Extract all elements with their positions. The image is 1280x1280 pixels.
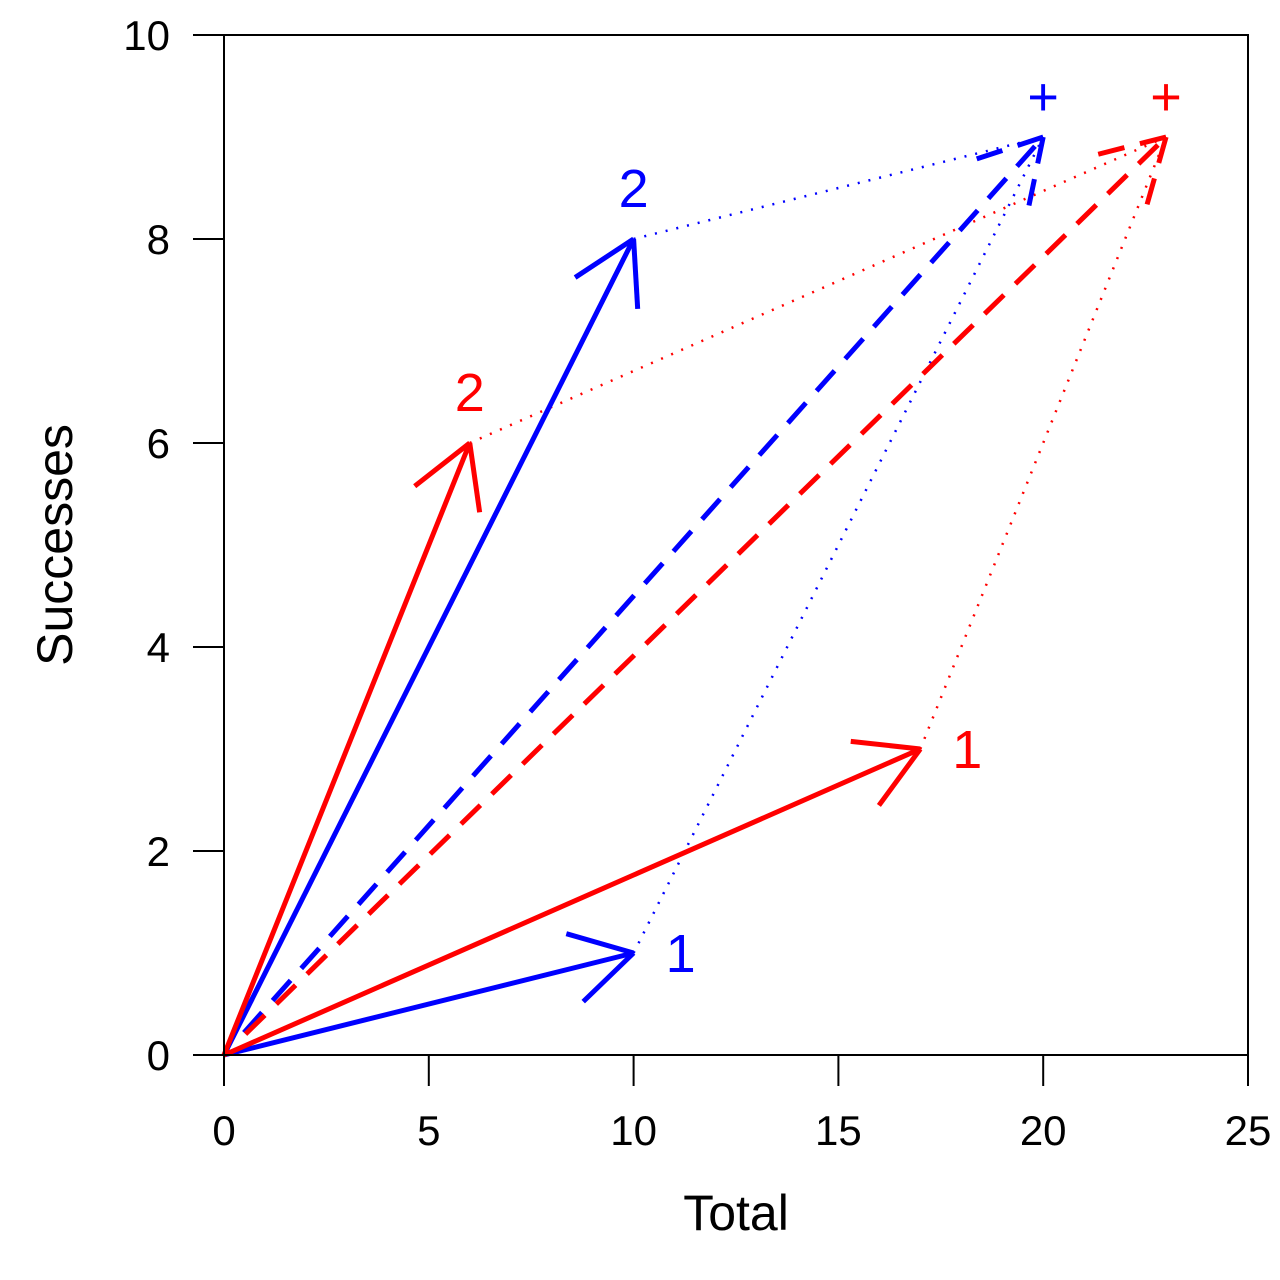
y-tick-label: 0 [147, 1032, 170, 1079]
red-vector-1-arrowhead [850, 738, 921, 752]
blue-dotted-connector [633, 135, 1044, 241]
red-vector-2 [221, 442, 473, 1056]
blue-vector-1-label: 1 [666, 924, 696, 984]
y-axis-label: Successes [27, 424, 83, 666]
x-axis: 0 5 10 15 20 25 [212, 1054, 1272, 1154]
x-tick-label: 20 [1020, 1107, 1067, 1154]
blue-dotted-connector [632, 136, 1045, 954]
blue-vector-2-label: 2 [619, 159, 649, 219]
blue-sum-vector-label: + [1027, 67, 1059, 127]
blue-vector-2 [221, 237, 636, 1057]
y-tick-label: 6 [147, 420, 170, 467]
blue-vector-1 [223, 950, 635, 1058]
blue-vector-1-arrowhead [581, 951, 636, 1004]
x-tick-label: 5 [417, 1107, 440, 1154]
blue-vector-2-arrowhead [573, 236, 635, 280]
blue-vector-1-arrowhead [565, 931, 635, 956]
dashed-sum-vector-layer [242, 134, 1169, 1036]
x-tick-label: 10 [610, 1107, 657, 1154]
red-sum-vector [243, 135, 1168, 1036]
blue-sum-vector-arrowhead [1026, 136, 1046, 207]
solid-vector-layer [221, 236, 923, 1058]
y-tick-label: 8 [147, 216, 170, 263]
y-axis: 0 2 4 6 8 10 [123, 12, 225, 1079]
red-vector-1 [222, 746, 922, 1058]
y-tick-label: 2 [147, 828, 170, 875]
red-dotted-connector [919, 136, 1168, 750]
red-dotted-connector [469, 135, 1167, 445]
x-tick-label: 25 [1225, 1107, 1272, 1154]
red-vector-1-label: 1 [952, 720, 982, 780]
red-vector-1-arrowhead [876, 747, 923, 807]
x-axis-label: Total [683, 1185, 789, 1241]
red-vector-2-arrowhead [467, 442, 483, 513]
red-sum-vector-arrowhead [1097, 134, 1167, 157]
dotted-connector-layer [469, 135, 1168, 954]
y-tick-label: 10 [123, 12, 170, 59]
red-vector-2-arrowhead [413, 441, 472, 489]
blue-sum-vector-arrowhead [975, 134, 1044, 162]
blue-vector-2-arrowhead [631, 238, 641, 310]
red-vector-2-label: 2 [455, 363, 485, 423]
blue-sum-vector [242, 135, 1046, 1035]
x-tick-label: 0 [212, 1107, 235, 1154]
y-tick-label: 4 [147, 624, 170, 671]
x-tick-label: 15 [815, 1107, 862, 1154]
vector-label-layer: 1 2 +1 2 + [455, 67, 1182, 984]
red-sum-vector-label: + [1150, 67, 1182, 127]
red-sum-vector-arrowhead [1144, 136, 1169, 206]
